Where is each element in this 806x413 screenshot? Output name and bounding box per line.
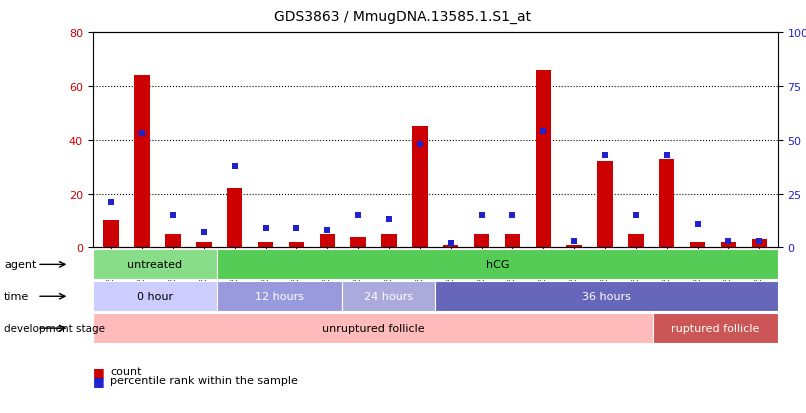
Bar [567,245,582,248]
Point [228,163,241,169]
Point [135,131,148,137]
Bar [165,235,181,248]
Text: untreated: untreated [127,260,182,270]
Text: unruptured follicle: unruptured follicle [322,323,424,333]
Bar [474,235,489,248]
Bar [690,242,705,248]
Text: hCG: hCG [486,260,509,270]
Point [290,225,303,232]
Bar [351,237,366,248]
Point [475,212,488,219]
Text: 36 hours: 36 hours [582,292,631,301]
Point [413,141,426,148]
Bar [443,245,459,248]
Bar [412,127,427,248]
Point [691,221,704,228]
Bar [227,189,243,248]
Bar [597,162,613,248]
Bar [135,76,150,248]
Point [105,199,118,206]
Bar [721,242,736,248]
Text: 0 hour: 0 hour [137,292,173,301]
Point [444,240,457,247]
Point [537,128,550,135]
Text: development stage: development stage [4,323,105,333]
Text: count: count [110,366,142,376]
Bar [258,242,273,248]
Point [321,227,334,234]
Bar [319,235,335,248]
Point [383,216,396,223]
Bar [289,242,304,248]
Point [722,238,735,244]
Text: GDS3863 / MmugDNA.13585.1.S1_at: GDS3863 / MmugDNA.13585.1.S1_at [274,10,532,24]
Bar [505,235,520,248]
Point [753,238,766,244]
Text: 24 hours: 24 hours [364,292,413,301]
Text: ■: ■ [93,374,105,387]
Text: ■: ■ [93,365,105,378]
Bar [535,71,551,248]
Point [567,238,580,244]
Point [629,212,642,219]
Point [351,212,364,219]
Point [197,230,210,236]
Text: ruptured follicle: ruptured follicle [671,323,760,333]
Point [506,212,519,219]
Text: 12 hours: 12 hours [255,292,304,301]
Text: time: time [4,292,29,301]
Bar [381,235,397,248]
Bar [196,242,211,248]
Bar [751,240,767,248]
Bar [103,221,119,248]
Point [660,152,673,159]
Bar [659,159,675,248]
Text: percentile rank within the sample: percentile rank within the sample [110,375,298,385]
Point [259,225,272,232]
Bar [628,235,643,248]
Text: agent: agent [4,260,36,270]
Point [167,212,180,219]
Point [599,152,612,159]
